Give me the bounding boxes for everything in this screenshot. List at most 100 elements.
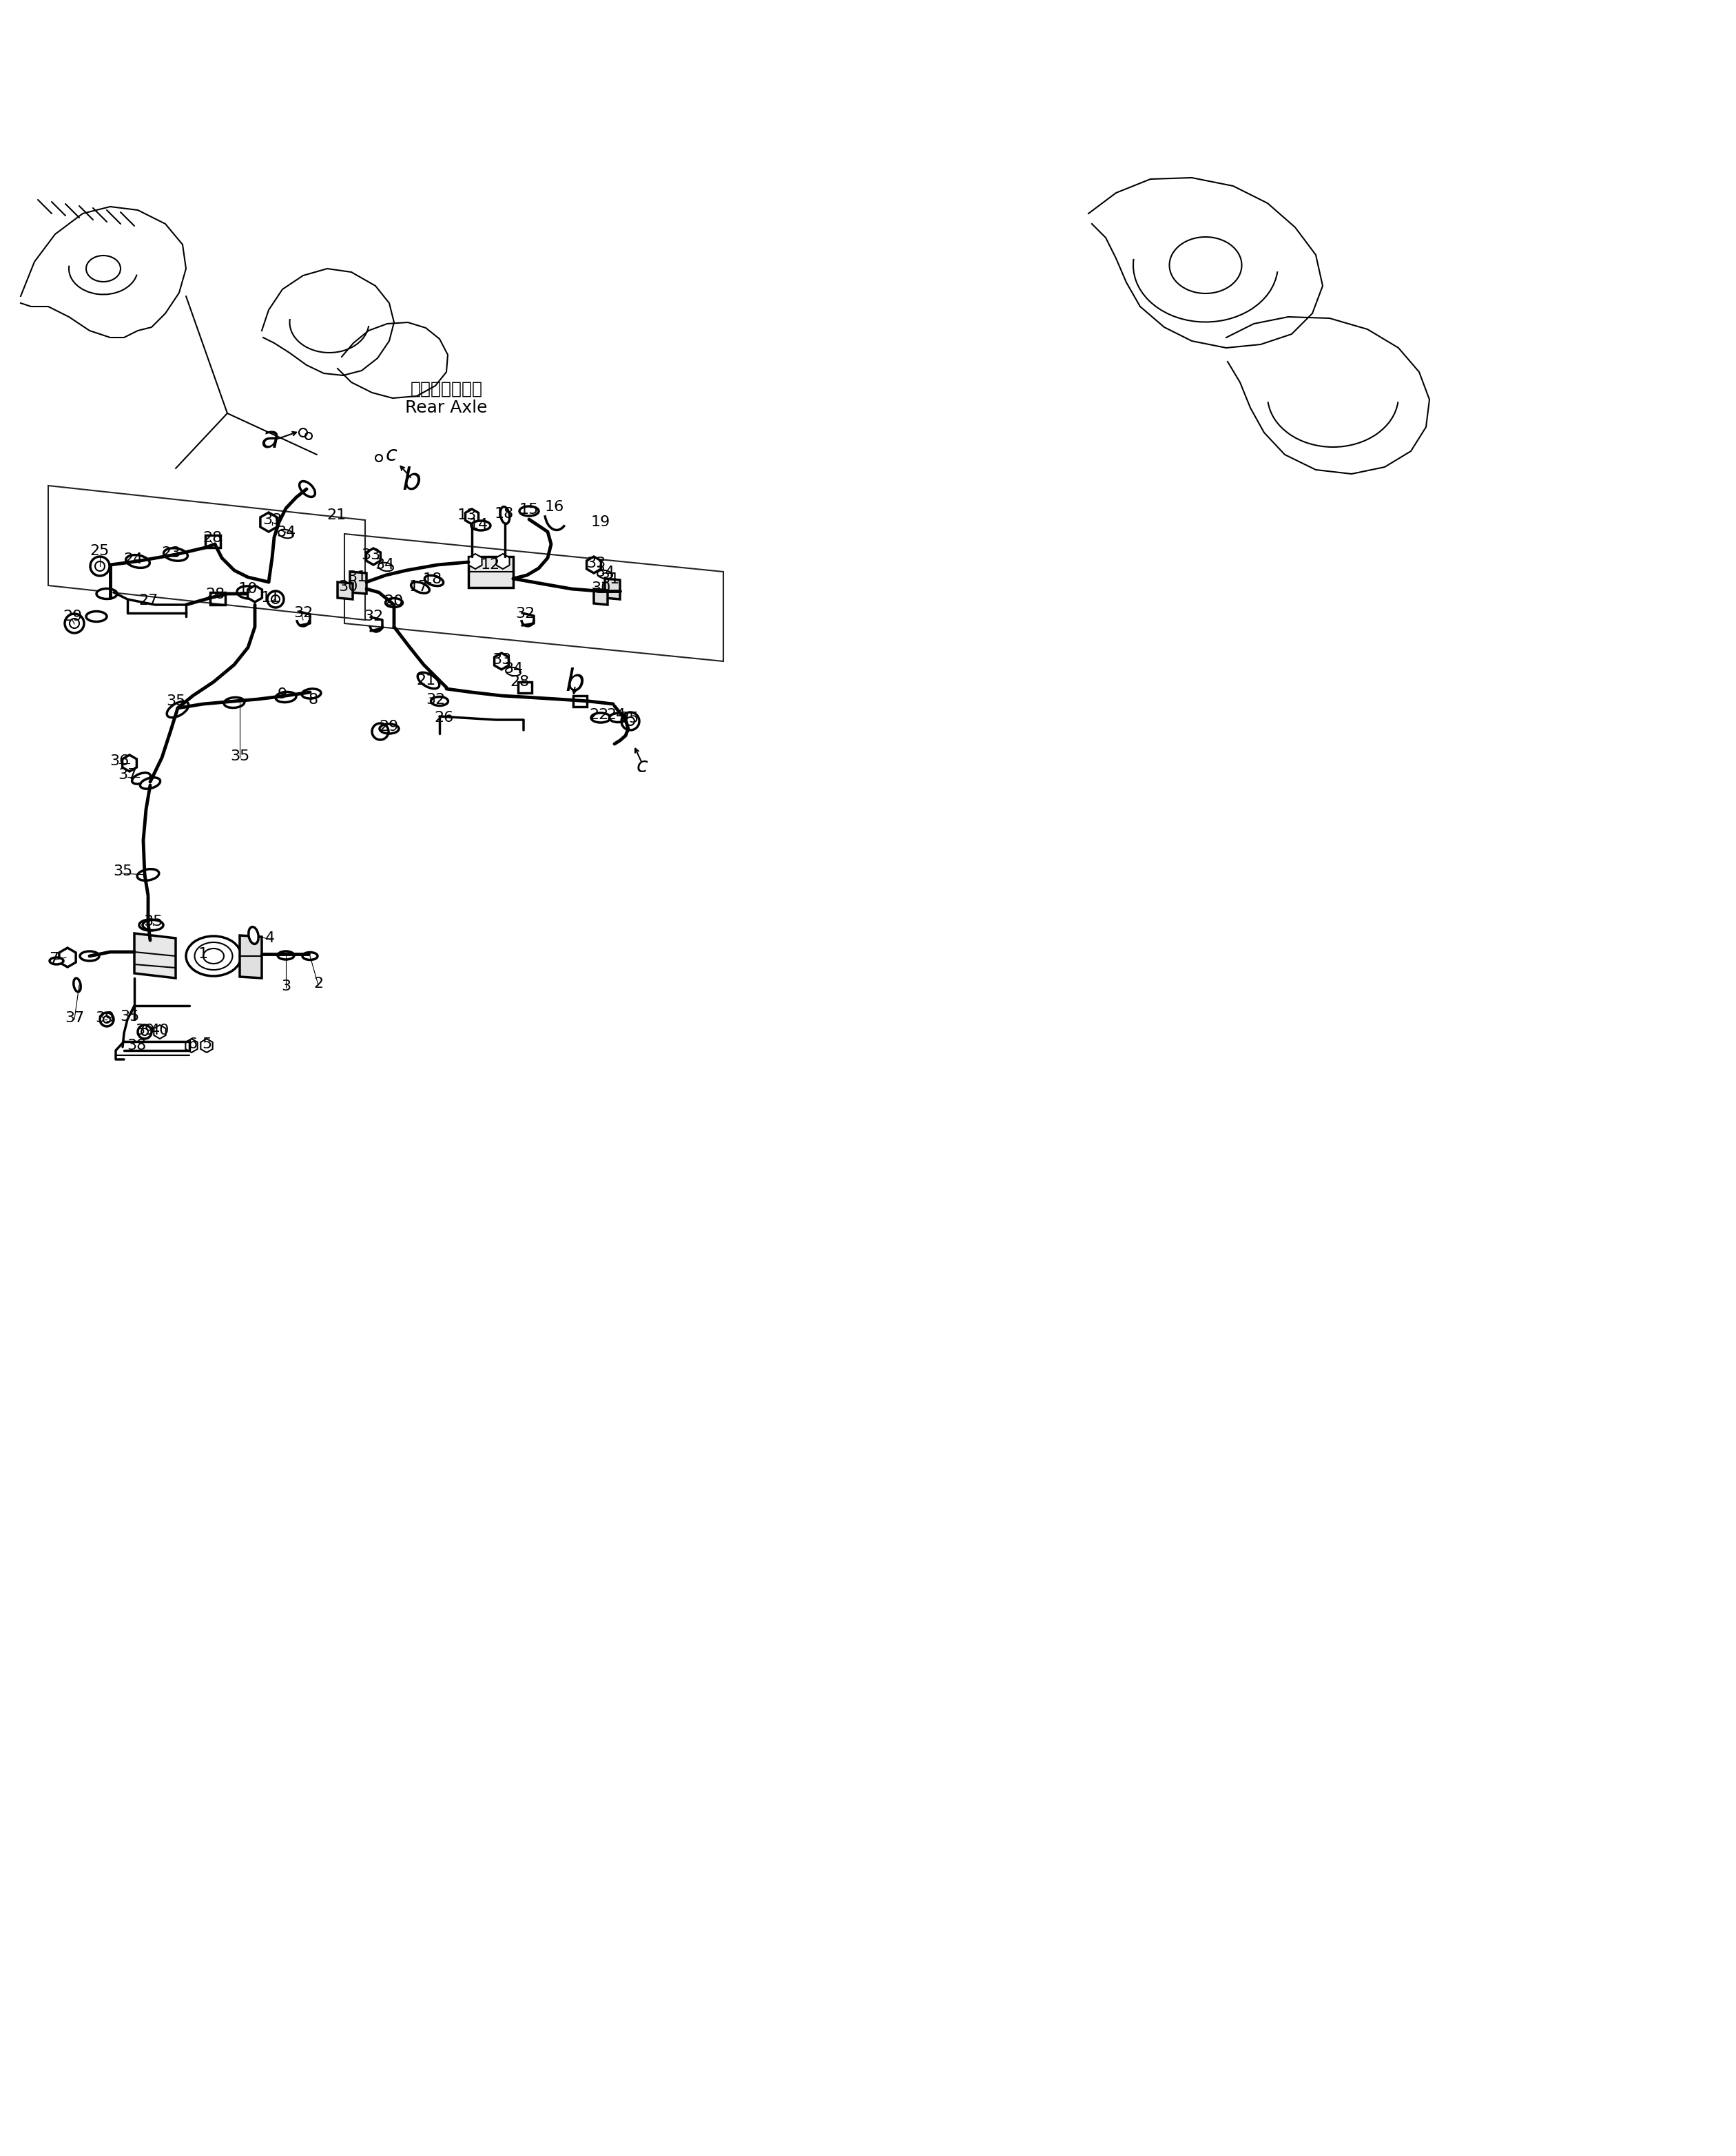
Text: 30: 30	[339, 580, 358, 593]
Text: c: c	[637, 757, 648, 776]
Ellipse shape	[142, 921, 163, 929]
Text: 21: 21	[417, 673, 436, 688]
Ellipse shape	[278, 951, 293, 959]
Polygon shape	[260, 513, 278, 533]
Text: 22: 22	[590, 707, 609, 722]
Ellipse shape	[276, 692, 297, 703]
Polygon shape	[337, 582, 352, 599]
Ellipse shape	[238, 586, 259, 599]
Text: 4: 4	[266, 931, 274, 944]
Text: 37: 37	[118, 768, 137, 783]
Text: 38: 38	[127, 1039, 146, 1052]
Text: c: c	[385, 444, 398, 464]
Polygon shape	[465, 509, 479, 524]
Text: 28: 28	[510, 675, 529, 688]
Text: 33: 33	[361, 548, 380, 563]
Ellipse shape	[139, 921, 161, 931]
Text: 35: 35	[229, 750, 250, 763]
Text: 17: 17	[410, 580, 429, 593]
Text: 29: 29	[62, 610, 82, 623]
Text: 24: 24	[123, 552, 142, 567]
Text: 39: 39	[95, 1011, 115, 1024]
Text: 35: 35	[120, 1009, 139, 1024]
Polygon shape	[594, 589, 608, 606]
Text: 27: 27	[139, 593, 158, 608]
Ellipse shape	[425, 576, 443, 586]
Text: b: b	[566, 666, 585, 696]
Text: 28: 28	[205, 589, 224, 602]
Text: b: b	[403, 466, 422, 496]
Text: 13: 13	[457, 509, 477, 522]
Polygon shape	[351, 571, 366, 593]
Ellipse shape	[302, 688, 321, 699]
Text: 28: 28	[203, 530, 222, 545]
Text: 33: 33	[262, 513, 281, 526]
Text: 35: 35	[167, 694, 186, 707]
Text: 23: 23	[161, 545, 181, 561]
Ellipse shape	[186, 936, 241, 977]
Text: 35: 35	[113, 865, 132, 877]
Ellipse shape	[519, 507, 538, 515]
Text: 31: 31	[601, 571, 620, 586]
Bar	[205, 535, 220, 548]
Ellipse shape	[73, 979, 82, 992]
Polygon shape	[59, 949, 76, 968]
Ellipse shape	[590, 714, 611, 722]
Text: 20: 20	[384, 595, 404, 608]
Text: 34: 34	[276, 526, 295, 539]
Polygon shape	[604, 578, 620, 599]
Text: 24: 24	[608, 707, 627, 722]
Text: 16: 16	[545, 500, 564, 513]
Text: 10: 10	[238, 582, 257, 595]
Bar	[573, 696, 587, 707]
Text: リヤーアクスル: リヤーアクスル	[410, 382, 483, 397]
Ellipse shape	[431, 696, 448, 705]
Text: 1: 1	[198, 946, 208, 962]
Text: 15: 15	[519, 502, 538, 517]
Ellipse shape	[125, 554, 149, 567]
Text: 37: 37	[64, 1011, 83, 1024]
Text: 29: 29	[380, 720, 399, 733]
Bar	[469, 556, 514, 589]
Text: 34: 34	[503, 662, 523, 675]
Ellipse shape	[418, 673, 439, 688]
Polygon shape	[201, 1039, 212, 1052]
Text: 7: 7	[49, 953, 59, 966]
Ellipse shape	[248, 927, 259, 944]
Text: 34: 34	[595, 565, 615, 580]
Polygon shape	[495, 653, 509, 671]
Bar	[517, 681, 531, 692]
Text: 9: 9	[278, 688, 288, 701]
Text: 8: 8	[309, 692, 318, 707]
Text: 36: 36	[109, 755, 128, 768]
Polygon shape	[186, 1039, 198, 1052]
Text: 3: 3	[281, 979, 290, 994]
Polygon shape	[587, 556, 601, 573]
Text: Rear Axle: Rear Axle	[404, 399, 488, 416]
Ellipse shape	[163, 548, 187, 561]
Text: 5: 5	[201, 1037, 212, 1052]
Text: 11: 11	[260, 591, 281, 606]
Text: 32: 32	[425, 692, 444, 707]
Text: 18: 18	[495, 507, 514, 522]
Text: 6: 6	[187, 1037, 198, 1052]
Polygon shape	[496, 554, 509, 569]
Ellipse shape	[302, 953, 318, 959]
Text: 35: 35	[142, 914, 163, 929]
Ellipse shape	[167, 701, 189, 718]
Text: 34: 34	[375, 558, 394, 571]
Text: 32: 32	[516, 606, 535, 621]
Text: 25: 25	[620, 711, 639, 724]
Ellipse shape	[137, 869, 160, 880]
Text: 12: 12	[481, 558, 500, 571]
Text: 14: 14	[469, 517, 488, 533]
Text: 18: 18	[424, 571, 443, 586]
Bar	[210, 593, 226, 606]
Text: 32: 32	[293, 606, 312, 621]
Text: 33: 33	[491, 653, 510, 666]
Text: 40: 40	[149, 1024, 170, 1037]
Ellipse shape	[50, 957, 64, 964]
Polygon shape	[134, 934, 175, 979]
Polygon shape	[122, 755, 137, 772]
Polygon shape	[469, 554, 483, 569]
